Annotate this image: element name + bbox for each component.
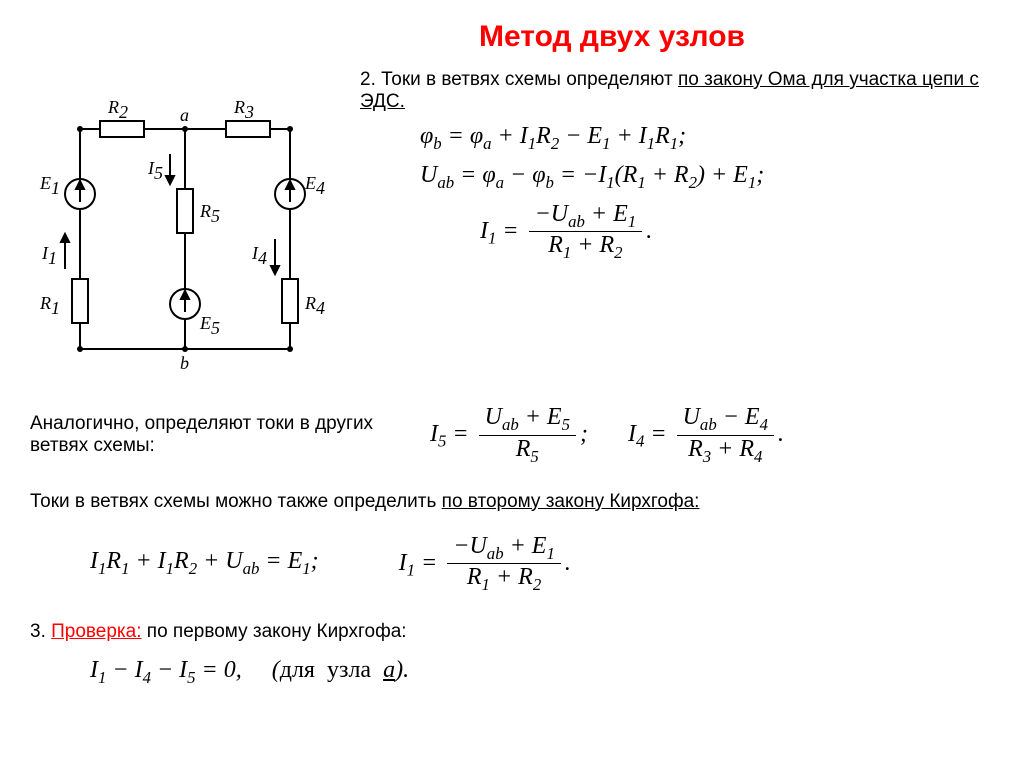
- equation-phi-b: φb = φa + I1R2 − E1 + I1R1;: [420, 123, 994, 154]
- circuit-diagram: R2 R3 R1 R4 R5 E1 E4 E5 I1 I4 I5 a b: [30, 69, 340, 384]
- equation-kirch1: I1 − I4 − I5 = 0, (для узла a).: [90, 657, 994, 688]
- step2-prefix: 2. Токи в ветвях схемы определяют: [360, 69, 678, 90]
- kirchhoff2-equations: I1R1 + I1R2 + Uab = E1; I1 = −Uab + E1 R…: [90, 525, 994, 604]
- page-title: Метод двух узлов: [230, 20, 994, 54]
- label-R1: R1: [39, 293, 60, 318]
- label-E4: E4: [304, 173, 325, 198]
- top-row: R2 R3 R1 R4 R5 E1 E4 E5 I1 I4 I5 a b 2. …: [30, 69, 994, 384]
- label-I4: I4: [251, 243, 267, 268]
- label-I1: I1: [41, 243, 57, 268]
- label-R5: R5: [199, 201, 220, 226]
- label-E1: E1: [39, 173, 60, 198]
- equation-kirch-loop: I1R1 + I1R2 + Uab = E1;: [90, 548, 319, 579]
- label-E5: E5: [199, 313, 220, 338]
- label-I5: I5: [147, 158, 163, 183]
- kirch2-underlined: по второму закону Кирхгофа:: [442, 491, 700, 512]
- label-R3: R3: [233, 97, 254, 122]
- equation-I5: I5 = Uab + E5 R5 ;: [430, 404, 588, 467]
- kirchhoff2-text: Токи в ветвях схемы можно также определи…: [30, 491, 994, 513]
- equation-I1-repeat: I1 = −Uab + E1 R1 + R2 .: [399, 533, 571, 596]
- step3-underlined: Проверка:: [51, 621, 141, 642]
- kirch2-prefix: Токи в ветвях схемы можно также определи…: [30, 491, 442, 512]
- equation-Uab: Uab = φa − φb = −I1(R1 + R2) + E1;: [420, 162, 994, 193]
- step2-text: 2. Токи в ветвях схемы определяют по зак…: [360, 69, 994, 113]
- label-node-a: a: [180, 105, 189, 125]
- label-R2: R2: [107, 97, 128, 122]
- step3-suffix: по первому закону Кирхгофа:: [142, 621, 407, 642]
- analog-row: Аналогично, определяют токи в других вет…: [30, 396, 994, 475]
- right-column: 2. Токи в ветвях схемы определяют по зак…: [360, 69, 994, 384]
- analog-text: Аналогично, определяют токи в других вет…: [30, 413, 390, 457]
- equation-I4: I4 = Uab − E4 R3 + R4 .: [628, 404, 784, 467]
- equation-I1: I1 = −Uab + E1 R1 + R2 .: [480, 201, 994, 264]
- label-node-b: b: [180, 353, 189, 373]
- step3-num: 3.: [30, 621, 51, 642]
- step3-text: 3. Проверка: по первому закону Кирхгофа:: [30, 621, 994, 643]
- label-R4: R4: [304, 293, 325, 318]
